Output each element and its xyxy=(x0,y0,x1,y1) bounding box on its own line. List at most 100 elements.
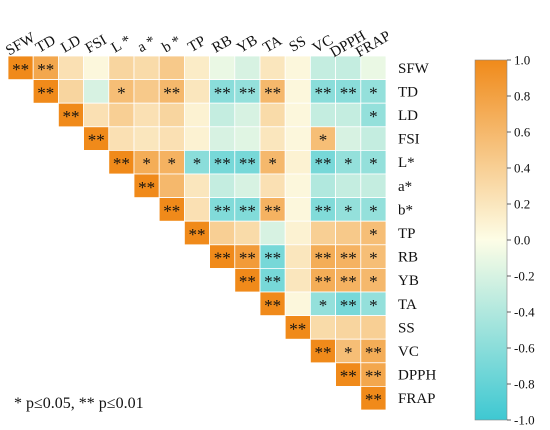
heatmap-cell xyxy=(209,173,236,199)
y-tick-label: YB xyxy=(398,273,419,289)
heatmap-cell xyxy=(158,126,185,151)
heatmap-cell xyxy=(284,173,311,199)
x-tick-label: FSI xyxy=(83,32,110,57)
significance-legend-note: * p≤0.05, ** p≤0.01 xyxy=(14,395,144,412)
x-tick-label: LD xyxy=(58,33,83,57)
heatmap-cell xyxy=(360,55,387,81)
heatmap-cell xyxy=(360,126,387,151)
heatmap-cell xyxy=(284,244,311,269)
significance-mark: * xyxy=(268,154,277,173)
significance-mark: * xyxy=(193,154,202,173)
heatmap-cell xyxy=(284,126,311,151)
significance-mark: * xyxy=(369,154,378,173)
x-tick-label: RB xyxy=(210,33,235,57)
heatmap-cell xyxy=(284,55,311,81)
heatmap-cell xyxy=(360,315,387,340)
y-tick-label: TP xyxy=(398,226,416,242)
y-tick-label: SFW xyxy=(398,61,430,77)
significance-mark: ** xyxy=(189,225,206,244)
y-tick-label: DPPH xyxy=(398,368,437,384)
heatmap-cell xyxy=(259,102,286,128)
significance-mark: ** xyxy=(365,343,382,362)
y-tick-label: L* xyxy=(398,155,415,171)
significance-mark: * xyxy=(369,201,378,220)
significance-mark: ** xyxy=(264,249,281,268)
heatmap-cell xyxy=(209,102,236,128)
heatmap-cell xyxy=(158,55,185,81)
heatmap-cell xyxy=(234,126,261,151)
significance-mark: ** xyxy=(264,83,281,102)
significance-mark: * xyxy=(369,107,378,126)
significance-mark: ** xyxy=(340,367,357,386)
heatmap-cell xyxy=(259,126,286,151)
heatmap-cell xyxy=(335,126,362,151)
significance-mark: ** xyxy=(63,107,80,126)
significance-mark: ** xyxy=(12,60,29,79)
y-tick-label: SS xyxy=(398,320,415,336)
heatmap-cell xyxy=(234,55,261,81)
heatmap-cell xyxy=(284,291,311,317)
heatmap-cell xyxy=(309,220,336,246)
significance-mark: ** xyxy=(37,83,54,102)
colorbar-tick-label: 0.8 xyxy=(514,89,530,104)
significance-mark: * xyxy=(344,201,353,220)
heatmap-cell xyxy=(183,126,210,151)
colorbar-tick-label: -0.2 xyxy=(514,269,535,284)
significance-mark: ** xyxy=(214,83,231,102)
significance-mark: ** xyxy=(214,201,231,220)
significance-mark: ** xyxy=(113,154,130,173)
heatmap-cell xyxy=(360,385,387,411)
significance-mark: ** xyxy=(239,83,256,102)
x-tick-label: TP xyxy=(185,33,208,56)
significance-mark: ** xyxy=(315,272,332,291)
significance-mark: * xyxy=(117,83,126,102)
heatmap-cell xyxy=(309,315,336,340)
significance-mark: * xyxy=(369,83,378,102)
heatmap-cell xyxy=(335,102,362,128)
heatmap-cell xyxy=(284,79,311,104)
heatmap-cell xyxy=(259,55,286,81)
x-tick-label: L * xyxy=(109,33,134,57)
significance-mark: ** xyxy=(340,83,357,102)
x-tick-label: TD xyxy=(33,33,58,57)
heatmap-cell xyxy=(158,102,185,128)
significance-mark: * xyxy=(344,154,353,173)
colorbar-tick-label: -0.6 xyxy=(514,341,535,356)
significance-mark: ** xyxy=(214,249,231,268)
heatmap-cell xyxy=(83,55,110,81)
significance-mark: * xyxy=(319,296,328,315)
significance-mark: ** xyxy=(264,272,281,291)
y-tick-label: LD xyxy=(398,108,418,124)
colorbar-tick-label: 0.6 xyxy=(514,125,531,140)
significance-mark: ** xyxy=(163,83,180,102)
heatmap-cell xyxy=(335,55,362,81)
heatmap-cell xyxy=(133,102,160,128)
heatmap-cell xyxy=(234,220,261,246)
significance-mark: ** xyxy=(163,201,180,220)
heatmap-cell xyxy=(335,173,362,199)
heatmap-cell xyxy=(234,173,261,199)
x-tick-label: a * xyxy=(135,33,159,56)
x-tick-label: TA xyxy=(260,33,284,56)
heatmap-cell xyxy=(108,126,135,151)
heatmap-cell xyxy=(309,55,336,81)
heatmap-cell xyxy=(284,102,311,128)
heatmap-cell xyxy=(133,55,160,81)
significance-mark: ** xyxy=(340,272,357,291)
significance-mark: ** xyxy=(365,390,382,409)
x-tick-label: b * xyxy=(160,33,184,56)
heatmap-cell xyxy=(133,79,160,104)
significance-mark: * xyxy=(369,296,378,315)
colorbar: 1.0 0.8 0.6 0.4 0.2 0.0 -0.2 -0.4 -0.6 -0.8 -1.0 xyxy=(474,53,535,428)
colorbar-gradient xyxy=(474,59,508,421)
heatmap-cell xyxy=(108,55,135,81)
significance-mark: ** xyxy=(264,201,281,220)
heatmap-cell xyxy=(209,220,236,246)
heatmap-cell xyxy=(58,79,85,104)
colorbar-tick-label: -1.0 xyxy=(514,413,535,428)
heatmap-cell xyxy=(259,220,286,246)
x-tick-label: YB xyxy=(234,32,260,56)
heatmap-cell xyxy=(360,173,387,199)
heatmap-cell xyxy=(58,55,85,81)
